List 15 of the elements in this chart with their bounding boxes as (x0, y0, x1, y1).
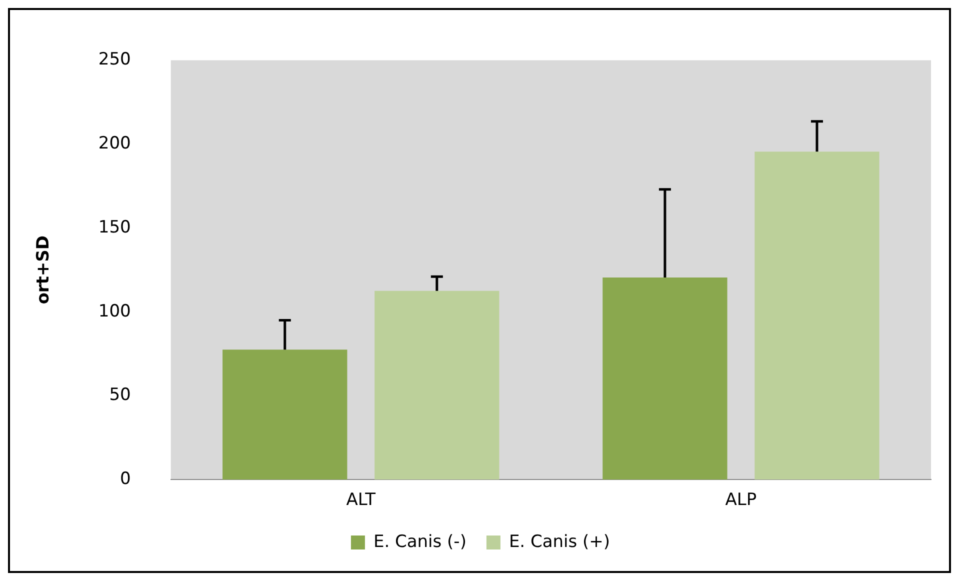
bar (374, 290, 500, 480)
bar (754, 152, 880, 480)
x-tick-label: ALT (346, 490, 376, 510)
bar (222, 350, 348, 480)
y-tick-label: 200 (98, 134, 131, 154)
legend-label: E. Canis (+) (508, 532, 610, 552)
y-tick-label: 250 (98, 50, 131, 70)
y-tick-label: 0 (120, 469, 131, 490)
x-tick-label: ALP (725, 490, 757, 510)
y-axis-title: ort+SD (34, 236, 54, 304)
y-tick-label: 100 (98, 301, 131, 322)
y-tick-label: 50 (109, 385, 131, 406)
legend-label: E. Canis (-) (373, 532, 466, 552)
bar (602, 277, 728, 480)
y-tick-label: 150 (98, 217, 131, 238)
